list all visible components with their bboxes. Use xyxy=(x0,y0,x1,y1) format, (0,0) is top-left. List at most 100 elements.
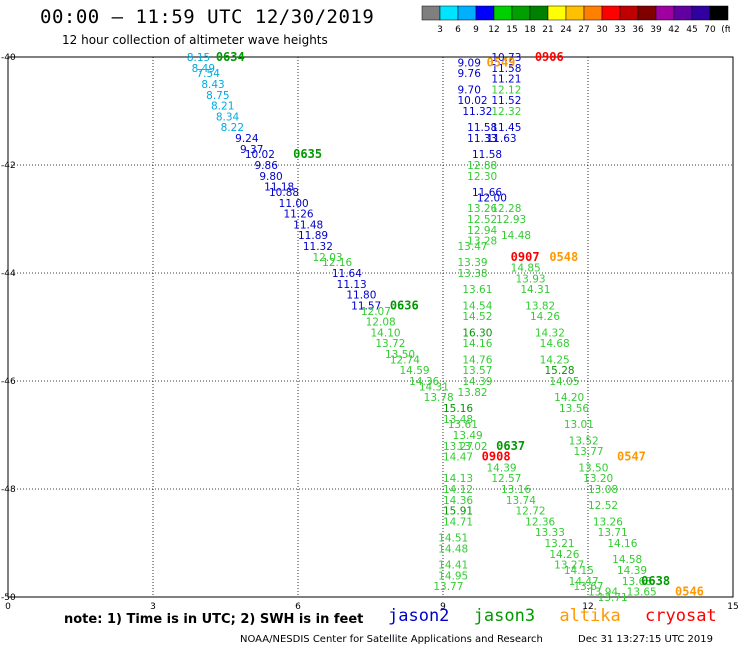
x-tick-label: 9 xyxy=(440,602,446,610)
swh-reading-jason2: 11.32 xyxy=(303,241,333,253)
swh-reading-jason2: 8.22 xyxy=(221,122,244,134)
swh-reading-jason2: 10.88 xyxy=(269,187,299,199)
swh-reading-jason3: 13.26 xyxy=(593,516,623,528)
swh-reading-jason3: 13.94 xyxy=(588,587,618,599)
swh-reading-jason3: 13.16 xyxy=(501,484,531,496)
swh-reading-jason3: 12.52 xyxy=(588,500,618,512)
swh-reading-jason2: 11.66 xyxy=(472,187,502,199)
scale-label: 45 xyxy=(686,25,697,34)
swh-reading-jason3: 14.76 xyxy=(462,354,492,366)
swh-reading-jason3: 13.08 xyxy=(588,484,618,496)
swh-reading-jason3: 14.26 xyxy=(530,311,560,323)
scale-label: 12 xyxy=(488,25,499,34)
swh-reading-jason3: 12.72 xyxy=(516,506,546,518)
swh-reading-jason3: 14.58 xyxy=(612,554,642,566)
swh-reading-jason3: 12.88 xyxy=(467,160,497,172)
swh-reading-jason3: 14.95 xyxy=(438,570,468,582)
swh-reading-jason3: 13.93 xyxy=(516,273,546,285)
swh-reading-jason3: 13.26 xyxy=(467,203,497,215)
swh-reading-jason2: 8.75 xyxy=(206,90,229,102)
swh-reading-jason3: 14.48 xyxy=(501,230,531,242)
y-tick-label: -40 xyxy=(1,53,16,63)
swh-reading-jason3: 14.15 xyxy=(564,565,594,577)
y-tick-label: -48 xyxy=(1,485,16,495)
swh-reading-jason3: 13.21 xyxy=(545,538,575,550)
scale-label: 39 xyxy=(650,25,662,34)
y-tick-label: -44 xyxy=(1,269,16,279)
scale-label: 3 xyxy=(437,25,443,34)
swh-reading-jason3: 13.65 xyxy=(627,587,657,599)
pass-label: 0637 xyxy=(496,439,525,453)
swh-reading-jason2: 11.00 xyxy=(279,198,309,210)
swh-reading-jason3: 12.12 xyxy=(491,84,521,96)
swh-reading-jason2: 11.33 xyxy=(467,133,497,145)
swh-reading-jason2: 7.54 xyxy=(197,68,221,80)
swh-reading-jason3: 16.30 xyxy=(462,327,492,339)
satellite-legend: jason2 jason3 altika cryosat s3a xyxy=(388,606,740,626)
generated-timestamp: Dec 31 13:27:15 UTC 2019 xyxy=(578,634,713,645)
swh-reading-jason3: 14.85 xyxy=(511,263,541,275)
swh-reading-jason3: 13.61 xyxy=(462,284,492,296)
scale-label: 30 xyxy=(596,25,608,34)
swh-reading-jason3: 13.39 xyxy=(458,257,488,269)
x-tick-label: 15 xyxy=(727,602,738,610)
swh-reading-jason3: 13.77 xyxy=(574,446,604,458)
scale-label: 18 xyxy=(524,25,536,34)
legend-cryosat: cryosat xyxy=(645,606,717,626)
swh-reading-jason3: 12.32 xyxy=(491,106,521,118)
swh-reading-jason3: 13.38 xyxy=(458,268,488,280)
swh-reading-jason2: 9.70 xyxy=(458,84,481,96)
swh-reading-jason3: 13.47 xyxy=(458,241,488,253)
swh-reading-jason3: 14.39 xyxy=(462,376,492,388)
scale-label: 6 xyxy=(455,25,461,34)
swh-reading-jason3: 14.05 xyxy=(549,376,579,388)
scale-label: 70 xyxy=(704,25,716,34)
swh-reading-jason2: 8.21 xyxy=(211,101,234,113)
swh-reading-jason2: 11.32 xyxy=(462,106,492,118)
swh-reading-jason3: 14.52 xyxy=(462,311,492,323)
swh-reading-jason2: 11.64 xyxy=(332,268,362,280)
swh-reading-jason3: 14.16 xyxy=(462,338,492,350)
swh-reading-jason3: 13.02 xyxy=(458,441,488,453)
swh-reading-jason3: 14.47 xyxy=(569,576,599,588)
swh-reading-jason3: 12.52 xyxy=(467,214,497,226)
swh-reading-jason2: 11.57 xyxy=(351,300,381,312)
pass-label: 0638 xyxy=(641,574,670,588)
pass-label: 0547 xyxy=(617,450,646,464)
scale-label: (ft) xyxy=(721,25,730,34)
legend-altika: altika xyxy=(559,606,621,626)
swh-reading-jason3: 14.59 xyxy=(400,365,430,377)
scale-label: 24 xyxy=(560,25,572,34)
pass-label: 0549 xyxy=(487,55,516,69)
scale-label: 9 xyxy=(473,25,479,34)
swh-reading-jason3: 12.94 xyxy=(467,225,497,237)
page-title: 00:00 — 11:59 UTC 12/30/2019 xyxy=(40,6,375,28)
swh-reading-jason2: 12.00 xyxy=(477,192,507,204)
swh-reading-jason2: 11.58 xyxy=(472,149,502,161)
swh-reading-jason2: 11.13 xyxy=(337,279,367,291)
swh-reading-jason3: 14.36 xyxy=(443,495,473,507)
swh-reading-jason2: 11.45 xyxy=(491,122,521,134)
swh-reading-jason3: 14.31 xyxy=(419,381,449,393)
pass-label: 0908 xyxy=(482,450,511,464)
pass-label: 0634 xyxy=(216,50,245,64)
swh-reading-jason3: 12.08 xyxy=(366,317,396,329)
scale-swatch xyxy=(709,5,729,21)
swh-reading-jason3: 13.27 xyxy=(554,560,584,572)
swh-reading-jason3: 13.52 xyxy=(569,435,599,447)
swh-reading-jason3: 14.13 xyxy=(443,473,473,485)
swh-reading-jason2: 8.34 xyxy=(216,111,240,123)
swh-reading-jason3: 13.71 xyxy=(598,527,628,539)
scale-label: 42 xyxy=(668,25,679,34)
swh-reading-jason2: 11.80 xyxy=(346,290,376,302)
swh-reading-jason3: 15.28 xyxy=(545,365,575,377)
swh-reading-jason3: 14.39 xyxy=(487,462,517,474)
swh-reading-jason3: 13.77 xyxy=(433,581,463,593)
swh-reading-jason3: 14.25 xyxy=(540,354,570,366)
swh-reading-jason2: 10.73 xyxy=(491,52,521,64)
swh-reading-jason2: 11.58 xyxy=(467,122,497,134)
scale-label: 36 xyxy=(632,25,644,34)
pass-label: 0907 xyxy=(511,250,540,264)
swh-reading-jason3: 13.82 xyxy=(525,300,555,312)
swh-reading-jason3: 12.07 xyxy=(361,306,391,318)
